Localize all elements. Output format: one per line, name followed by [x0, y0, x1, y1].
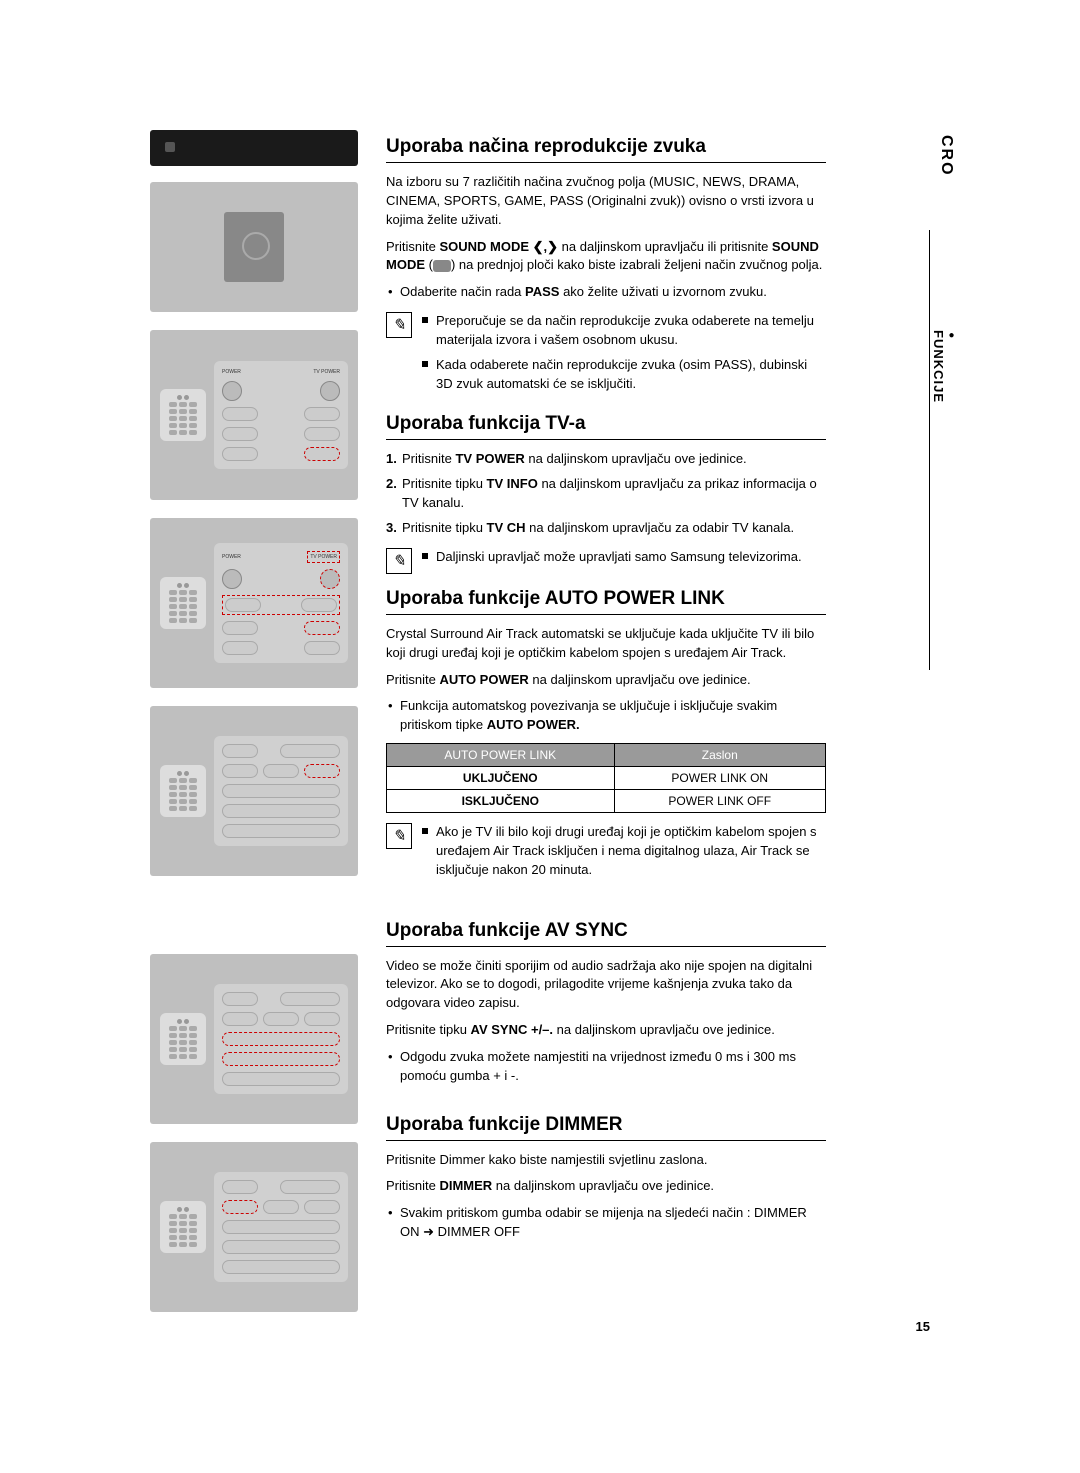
- section-side-label: FUNKCIJE: [931, 330, 957, 403]
- heading-auto-power: Uporaba funkcije AUTO POWER LINK: [386, 588, 826, 615]
- language-tab: CRO: [937, 135, 955, 177]
- heading-tv: Uporaba funkcija TV-a: [386, 413, 826, 440]
- note-text: Ako je TV ili bilo koji drugi uređaj koj…: [422, 823, 826, 880]
- soundbar-illustration: [150, 130, 358, 166]
- note-text: Daljinski upravljač može upravljati samo…: [422, 548, 826, 567]
- page: CRO FUNKCIJE POWERTV POWER: [0, 0, 1080, 1390]
- list-item: 3.Pritisnite tipku TV CH na daljinskom u…: [386, 519, 826, 538]
- table-cell: POWER LINK OFF: [614, 790, 825, 813]
- auto-power-note: ✎ Ako je TV ili bilo koji drugi uređaj k…: [386, 823, 826, 886]
- tv-note: ✎ Daljinski upravljač može upravljati sa…: [386, 548, 826, 574]
- remote-tv-illustration: POWERTV POWER: [150, 518, 358, 688]
- auto-power-instruction: Pritisnite AUTO POWER na daljinskom upra…: [386, 671, 826, 690]
- table-header: Zaslon: [614, 744, 825, 767]
- heading-sound-mode: Uporaba načina reprodukcije zvuka: [386, 136, 826, 163]
- sound-mode-instruction: Pritisnite SOUND MODE ❮,❯ na daljinskom …: [386, 238, 826, 276]
- remote-soundmode-illustration: POWERTV POWER: [150, 330, 358, 500]
- auto-power-table: AUTO POWER LINK Zaslon UKLJUČENO POWER L…: [386, 743, 826, 813]
- av-sync-bullet: Odgodu zvuka možete namjestiti na vrijed…: [386, 1048, 826, 1086]
- subwoofer-illustration: [150, 182, 358, 312]
- heading-dimmer: Uporaba funkcije DIMMER: [386, 1114, 826, 1141]
- note-icon: ✎: [386, 823, 412, 849]
- table-cell: POWER LINK ON: [614, 767, 825, 790]
- side-divider: [929, 230, 930, 670]
- auto-power-bullet: Funkcija automatskog povezivanja se uklj…: [386, 697, 826, 735]
- note-text: Kada odaberete način reprodukcije zvuka …: [422, 356, 826, 394]
- list-item: 2.Pritisnite tipku TV INFO na daljinskom…: [386, 475, 826, 513]
- av-sync-intro: Video se može činiti sporijim od audio s…: [386, 957, 826, 1014]
- page-number: 15: [916, 1319, 930, 1334]
- list-item: 1.Pritisnite TV POWER na daljinskom upra…: [386, 450, 826, 469]
- dimmer-instruction: Pritisnite DIMMER na daljinskom upravlja…: [386, 1177, 826, 1196]
- note-text: Preporučuje se da način reprodukcije zvu…: [422, 312, 826, 350]
- sound-mode-intro: Na izboru su 7 različitih načina zvučnog…: [386, 173, 826, 230]
- note-icon: ✎: [386, 312, 412, 338]
- dimmer-intro: Pritisnite Dimmer kako biste namjestili …: [386, 1151, 826, 1170]
- auto-power-intro: Crystal Surround Air Track automatski se…: [386, 625, 826, 663]
- remote-dimmer-illustration: [150, 1142, 358, 1312]
- sound-mode-icon: [433, 260, 451, 272]
- note-icon: ✎: [386, 548, 412, 574]
- illustration-column: POWERTV POWER POWERTV POWER: [150, 130, 358, 1330]
- table-cell: UKLJUČENO: [387, 767, 615, 790]
- content-columns: POWERTV POWER POWERTV POWER: [150, 130, 940, 1330]
- sound-mode-bullet: Odaberite način rada PASS ako želite uži…: [386, 283, 826, 302]
- av-sync-instruction: Pritisnite tipku AV SYNC +/–. na daljins…: [386, 1021, 826, 1040]
- sound-mode-note: ✎ Preporučuje se da način reprodukcije z…: [386, 312, 826, 399]
- remote-autopower-illustration: [150, 706, 358, 876]
- dimmer-bullet: Svakim pritiskom gumba odabir se mijenja…: [386, 1204, 826, 1242]
- table-cell: ISKLJUČENO: [387, 790, 615, 813]
- remote-avsync-illustration: [150, 954, 358, 1124]
- tv-steps: 1.Pritisnite TV POWER na daljinskom upra…: [386, 450, 826, 537]
- table-header: AUTO POWER LINK: [387, 744, 615, 767]
- text-column: Uporaba načina reprodukcije zvuka Na izb…: [386, 130, 826, 1330]
- heading-av-sync: Uporaba funkcije AV SYNC: [386, 920, 826, 947]
